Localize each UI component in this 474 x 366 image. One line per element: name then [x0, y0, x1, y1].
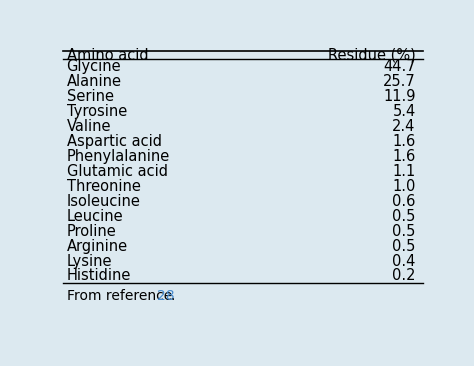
Text: 0.2: 0.2	[392, 269, 416, 284]
Text: Alanine: Alanine	[66, 74, 122, 89]
Text: 0.6: 0.6	[392, 194, 416, 209]
Text: Glutamic acid: Glutamic acid	[66, 164, 168, 179]
Text: Aspartic acid: Aspartic acid	[66, 134, 162, 149]
Text: From reference: From reference	[66, 289, 176, 303]
Text: Glycine: Glycine	[66, 59, 121, 74]
Text: 11.9: 11.9	[383, 89, 416, 104]
Text: Isoleucine: Isoleucine	[66, 194, 140, 209]
Text: 0.5: 0.5	[392, 239, 416, 254]
Text: Lysine: Lysine	[66, 254, 112, 269]
Text: 1.0: 1.0	[392, 179, 416, 194]
Text: 1.6: 1.6	[392, 134, 416, 149]
Text: 0.4: 0.4	[392, 254, 416, 269]
Text: 44.7: 44.7	[383, 59, 416, 74]
Text: Tyrosine: Tyrosine	[66, 104, 127, 119]
Text: 1.6: 1.6	[392, 149, 416, 164]
Text: 1.1: 1.1	[392, 164, 416, 179]
Text: 0.5: 0.5	[392, 209, 416, 224]
Text: Histidine: Histidine	[66, 269, 131, 284]
Text: 28: 28	[156, 289, 174, 303]
Text: .: .	[171, 289, 175, 303]
Text: Proline: Proline	[66, 224, 116, 239]
Text: Leucine: Leucine	[66, 209, 123, 224]
Text: Threonine: Threonine	[66, 179, 140, 194]
Text: Serine: Serine	[66, 89, 114, 104]
Text: 2.4: 2.4	[392, 119, 416, 134]
Text: 5.4: 5.4	[392, 104, 416, 119]
Text: 25.7: 25.7	[383, 74, 416, 89]
Text: Amino acid: Amino acid	[66, 48, 148, 63]
Text: 0.5: 0.5	[392, 224, 416, 239]
Text: Arginine: Arginine	[66, 239, 128, 254]
Text: Phenylalanine: Phenylalanine	[66, 149, 170, 164]
Text: Residue (%): Residue (%)	[328, 48, 416, 63]
Text: Valine: Valine	[66, 119, 111, 134]
